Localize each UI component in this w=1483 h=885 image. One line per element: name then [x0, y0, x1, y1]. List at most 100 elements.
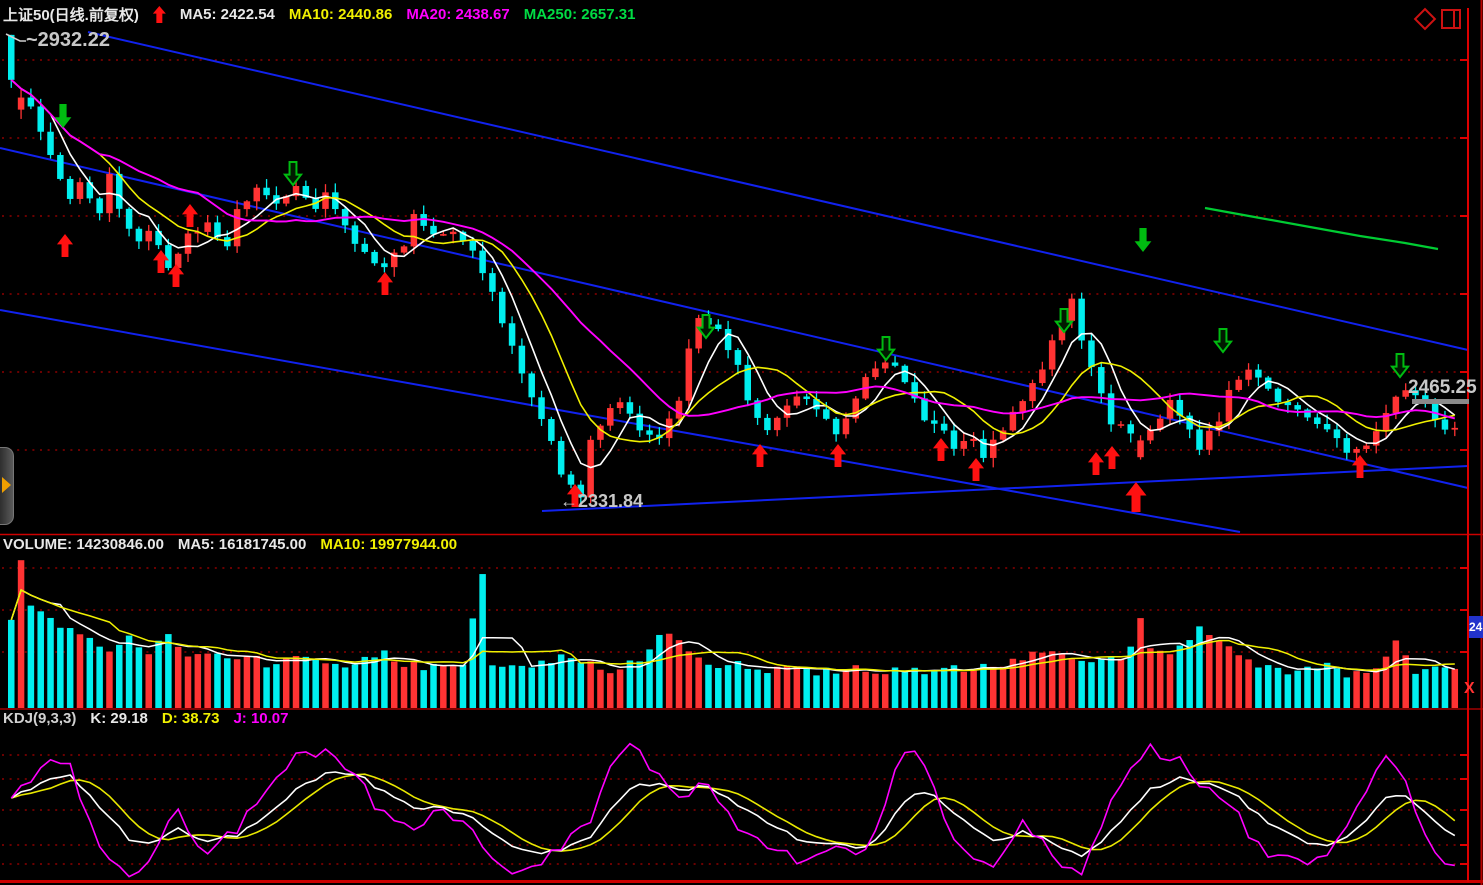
volume-bar: [37, 611, 44, 708]
kdj-d-value: D: 38.73: [161, 710, 220, 727]
trend-line: [0, 309, 1241, 533]
volume-bar: [813, 675, 820, 708]
candle-body: [1274, 388, 1282, 402]
kdj-name[interactable]: KDJ(9,3,3): [3, 710, 77, 727]
window-split-icon[interactable]: [1441, 9, 1461, 29]
volume-bar: [332, 663, 339, 708]
candle-body: [135, 228, 143, 242]
candle-body: [37, 106, 44, 132]
candle-body: [1372, 431, 1380, 446]
volume-bar: [233, 659, 241, 708]
volume-bar: [1127, 646, 1134, 708]
volume-bar: [734, 661, 742, 708]
volume-bar: [253, 655, 260, 708]
volume-panel-close-button[interactable]: X: [1464, 680, 1475, 697]
ma10-value: MA10: 2440.86: [288, 6, 393, 23]
last-price-label: 2465.25: [1408, 377, 1477, 398]
trendlines: [0, 31, 1469, 533]
candle-body: [754, 400, 761, 418]
volume-bar: [587, 661, 594, 708]
candle-body: [656, 434, 663, 439]
candle-body: [980, 438, 987, 458]
volume-bar: [1029, 651, 1036, 708]
volume-bar: [224, 658, 231, 708]
volume-bar: [990, 666, 997, 708]
volume-bar: [646, 649, 653, 708]
volume-bar: [116, 644, 123, 708]
candle-body: [773, 417, 781, 431]
candle-body: [990, 439, 997, 458]
volume-bar: [410, 662, 418, 708]
volume-bar: [1264, 665, 1272, 708]
volume-bar: [76, 634, 84, 708]
volume-bar: [764, 673, 771, 708]
volume-bar: [381, 650, 388, 708]
volume-bar: [518, 665, 526, 708]
sidebar-expand-handle[interactable]: [0, 447, 14, 525]
volume-bar: [1245, 659, 1252, 708]
candle-body: [1196, 429, 1203, 450]
volume-bar: [1078, 660, 1085, 708]
candle-body: [567, 474, 575, 485]
candle-body: [292, 186, 300, 197]
candle-body: [508, 323, 516, 346]
candle-body: [1186, 415, 1193, 430]
volume-bar: [1235, 655, 1242, 708]
candle-body: [1441, 419, 1449, 430]
candle-body: [1451, 427, 1459, 430]
candle-body: [528, 373, 535, 398]
candle-body: [724, 328, 732, 351]
volume-bar: [1206, 635, 1213, 708]
candle-body: [489, 273, 496, 292]
volume-bar: [862, 671, 869, 708]
candle-body: [940, 423, 948, 431]
candle-body: [1294, 405, 1301, 410]
volume-bar: [8, 619, 15, 708]
kdj-line: [10, 771, 1456, 858]
volume-bar: [1343, 677, 1351, 708]
volume-bar: [940, 667, 948, 708]
diamond-icon[interactable]: [1413, 7, 1437, 31]
candle-body: [390, 252, 398, 268]
volume-bar: [312, 659, 319, 708]
volume-bar: [616, 669, 624, 708]
volume-bar: [1314, 668, 1321, 708]
volume-bar: [292, 656, 300, 708]
symbol-title[interactable]: 上证50(日线.前复权): [3, 7, 139, 24]
candle-body: [970, 438, 977, 441]
candle-body: [410, 214, 418, 247]
buy-arrow-icon: [1351, 455, 1369, 478]
kdj-line: [10, 742, 1455, 878]
kdj-k-value: K: 29.18: [90, 710, 148, 727]
volume-bar: [705, 664, 712, 708]
window-controls: [1413, 7, 1461, 31]
sell-arrow-icon: [875, 336, 897, 362]
volume-bar: [548, 663, 555, 708]
candle-body: [1382, 413, 1390, 432]
candle-body: [1078, 298, 1085, 341]
volume-bar: [597, 669, 604, 708]
candle-body: [999, 430, 1007, 440]
candle-body: [872, 368, 879, 378]
volume-bar: [626, 660, 634, 708]
volume-panel-header: VOLUME: 14230846.00 MA5: 16181745.00 MA1…: [3, 536, 457, 553]
candle-body: [793, 396, 801, 406]
candle-body: [332, 192, 339, 210]
volume-bar: [86, 637, 94, 708]
buy-arrow-icon: [932, 438, 950, 461]
volume-bar: [1117, 658, 1125, 708]
candle-body: [1127, 424, 1134, 434]
ma20-value: MA20: 2438.67: [406, 6, 510, 23]
volume-ma10-line: [10, 588, 1455, 672]
sell-arrow-icon: [1053, 308, 1075, 334]
candle-body: [1039, 369, 1046, 384]
trend-line: [541, 465, 1469, 512]
candle-body: [823, 409, 830, 419]
volume-bar: [1353, 671, 1360, 708]
buy-arrow-icon: [1103, 446, 1121, 469]
candle-body: [1284, 401, 1292, 406]
volume-ma10-value: MA10: 19977944.00: [320, 536, 458, 553]
candle-body: [960, 440, 968, 449]
volume-bar: [449, 666, 457, 708]
candle-body: [734, 350, 742, 365]
